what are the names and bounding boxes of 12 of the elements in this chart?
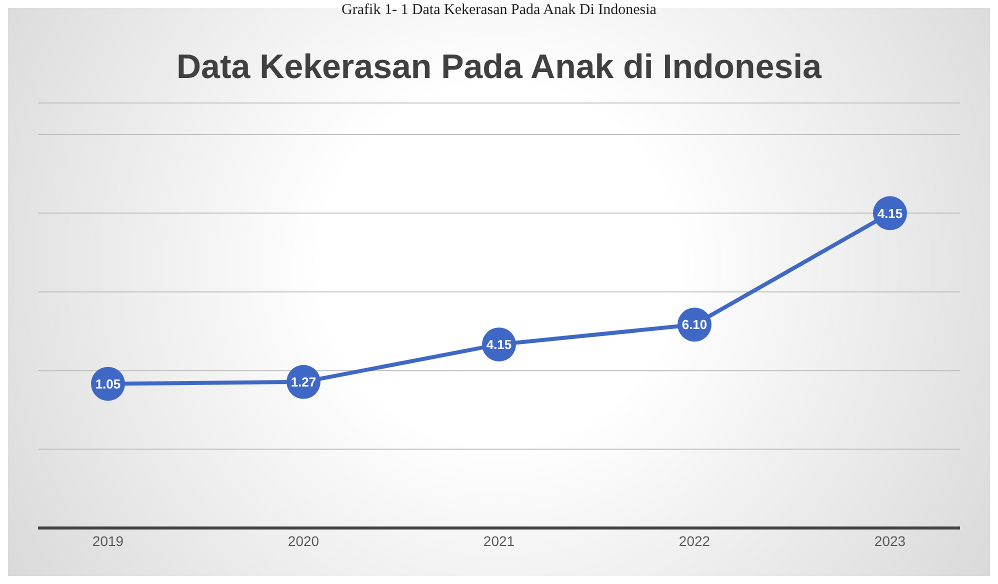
x-tick-label: 2023: [874, 532, 906, 549]
x-tick-label: 2021: [483, 532, 515, 549]
annotation: 1.05: [95, 376, 121, 392]
x-tick-label: 2019: [92, 532, 124, 549]
x-tick-label: 2020: [288, 532, 320, 549]
annotation: 6.10: [682, 317, 708, 332]
annotation: 4.15: [486, 337, 512, 352]
chart-title: Data Kekerasan Pada Anak di Indonesia: [176, 48, 823, 87]
x-tick-label: 2022: [678, 532, 710, 549]
annotation: 4.15: [877, 206, 903, 221]
text: Grafik 1- 1 Data Kekerasan Pada Anak Di Indonesia: [340, 2, 658, 19]
annotation: 1.27: [290, 374, 316, 390]
